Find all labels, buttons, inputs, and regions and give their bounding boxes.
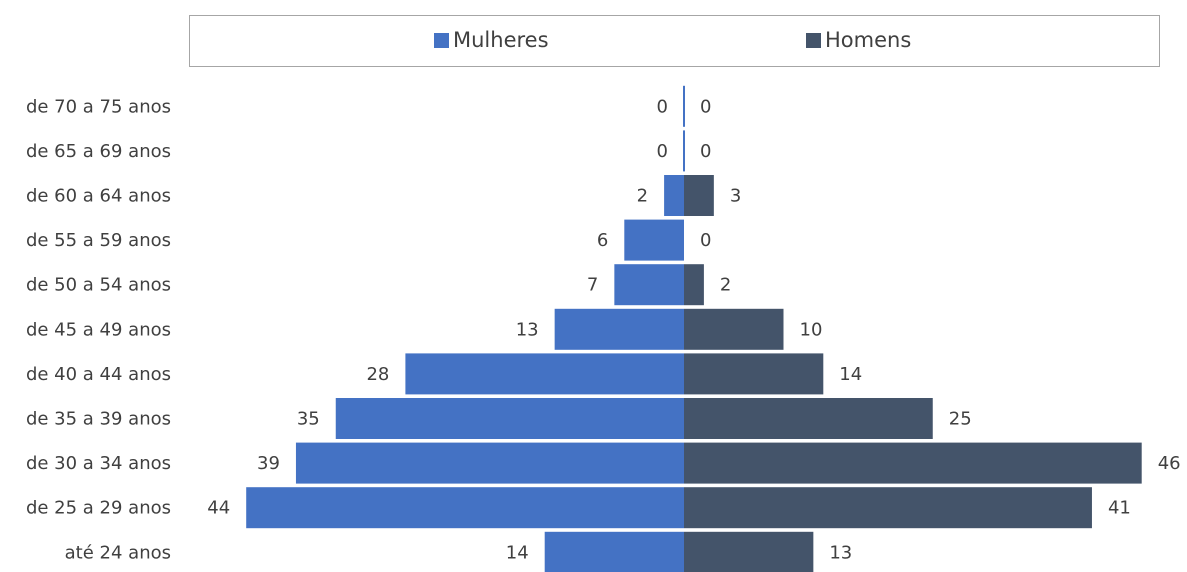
legend: Mulheres Homens [189, 15, 1160, 67]
value-label-homens-de-70-a-75-anos: 0 [700, 96, 711, 117]
value-label-mulheres-de-35-a-39-anos: 35 [297, 409, 320, 430]
category-label-de-45-a-49-anos: de 45 a 49 anos [26, 319, 171, 340]
bar-homens-de-35-a-39-anos [684, 398, 933, 439]
value-label-mulheres-de-50-a-54-anos: 7 [587, 275, 598, 296]
bar-mulheres-de-35-a-39-anos [335, 398, 684, 439]
legend-item-homens: Homens [806, 28, 911, 52]
bar-homens-de-45-a-49-anos [684, 308, 784, 350]
value-label-homens-de-35-a-39-anos: 25 [949, 409, 972, 430]
category-label-de-40-a-44-anos: de 40 a 44 anos [26, 364, 171, 385]
bar-homens-de-40-a-44-anos [684, 353, 824, 395]
bar-mulheres-de-25-a-29-anos [246, 487, 684, 529]
category-label-de-55-a-59-anos: de 55 a 59 anos [26, 230, 171, 251]
value-label-mulheres-de-65-a-69-anos: 0 [657, 141, 668, 162]
zero-marker-de-70-a-75-anos [683, 85, 685, 127]
bar-homens-de-60-a-64-anos [684, 175, 714, 216]
category-label-at-24-anos: até 24 anos [65, 542, 171, 563]
category-label-de-35-a-39-anos: de 35 a 39 anos [26, 409, 171, 430]
value-label-mulheres-de-55-a-59-anos: 6 [597, 230, 608, 251]
value-label-homens-de-40-a-44-anos: 14 [839, 364, 862, 385]
bar-mulheres-de-60-a-64-anos [664, 175, 684, 216]
bar-mulheres-de-30-a-34-anos [295, 442, 684, 484]
zero-marker-de-65-a-69-anos [683, 130, 685, 172]
category-label-de-25-a-29-anos: de 25 a 29 anos [26, 498, 171, 519]
value-label-mulheres-de-60-a-64-anos: 2 [637, 186, 648, 207]
value-label-mulheres-de-70-a-75-anos: 0 [657, 96, 668, 117]
value-label-homens-de-30-a-34-anos: 46 [1158, 453, 1181, 474]
value-label-mulheres-de-45-a-49-anos: 13 [516, 319, 539, 340]
legend-label-mulheres: Mulheres [453, 28, 549, 52]
value-label-homens-de-55-a-59-anos: 0 [700, 230, 711, 251]
value-label-homens-de-60-a-64-anos: 3 [730, 186, 741, 207]
value-label-homens-de-50-a-54-anos: 2 [720, 275, 731, 296]
category-label-de-60-a-64-anos: de 60 a 64 anos [26, 186, 171, 207]
value-label-mulheres-de-30-a-34-anos: 39 [257, 453, 280, 474]
legend-swatch-homens [806, 32, 821, 48]
value-label-homens-de-45-a-49-anos: 10 [800, 319, 823, 340]
category-label-de-30-a-34-anos: de 30 a 34 anos [26, 453, 171, 474]
bar-mulheres-de-55-a-59-anos [624, 219, 684, 261]
value-label-mulheres-at-24-anos: 14 [506, 542, 529, 563]
legend-swatch-mulheres [434, 32, 449, 48]
category-label-de-65-a-69-anos: de 65 a 69 anos [26, 141, 171, 162]
legend-label-homens: Homens [825, 28, 912, 52]
bar-homens-de-50-a-54-anos [684, 264, 704, 306]
value-label-homens-de-25-a-29-anos: 41 [1108, 498, 1131, 519]
bar-mulheres-at-24-anos [544, 531, 684, 572]
bar-mulheres-de-50-a-54-anos [614, 264, 684, 306]
bar-homens-de-25-a-29-anos [684, 487, 1092, 529]
category-label-de-70-a-75-anos: de 70 a 75 anos [26, 96, 171, 117]
value-label-mulheres-de-40-a-44-anos: 28 [366, 364, 389, 385]
category-label-de-50-a-54-anos: de 50 a 54 anos [26, 275, 171, 296]
legend-item-mulheres: Mulheres [434, 28, 549, 52]
value-label-mulheres-de-25-a-29-anos: 44 [207, 498, 230, 519]
bar-homens-at-24-anos [684, 531, 814, 572]
bar-mulheres-de-40-a-44-anos [405, 353, 684, 395]
bar-mulheres-de-45-a-49-anos [554, 308, 684, 350]
bar-homens-de-30-a-34-anos [684, 442, 1142, 484]
value-label-homens-at-24-anos: 13 [829, 542, 852, 563]
value-label-homens-de-65-a-69-anos: 0 [700, 141, 711, 162]
